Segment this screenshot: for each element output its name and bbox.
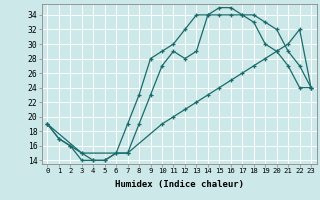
X-axis label: Humidex (Indice chaleur): Humidex (Indice chaleur) bbox=[115, 180, 244, 189]
